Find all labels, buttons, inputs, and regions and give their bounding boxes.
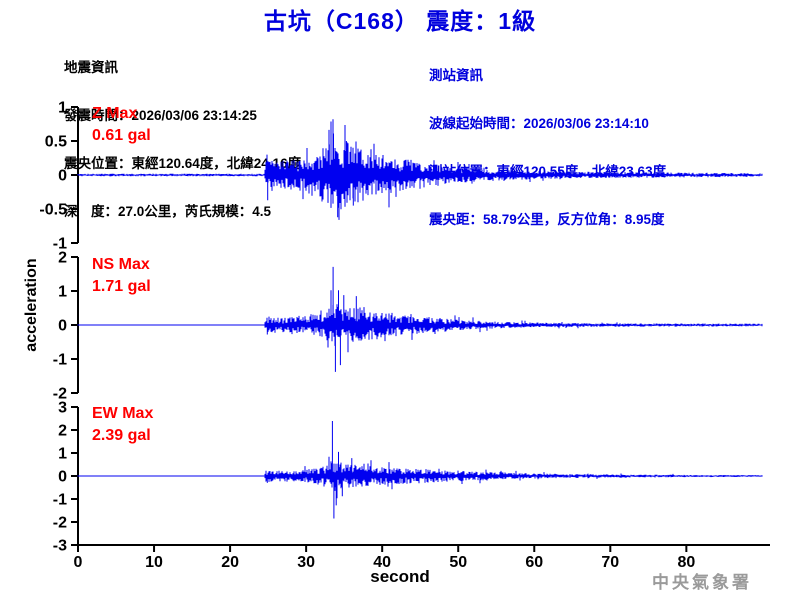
y-tick-label-NS: 1 <box>58 284 67 301</box>
channel-max-z: Z Max 0.61 gal <box>92 103 151 147</box>
x-tick-label: 40 <box>373 554 391 571</box>
y-tick-label-Z: 0 <box>58 168 67 185</box>
x-tick-label: 50 <box>449 554 467 571</box>
y-tick-label-Z: 1 <box>58 100 67 117</box>
trace-NS <box>77 266 763 372</box>
x-tick-label: 70 <box>601 554 619 571</box>
channel-max-ns-value: 1.71 gal <box>92 278 151 295</box>
y-tick-label-EW: 1 <box>58 446 67 463</box>
trace-start-time: 波線起始時間：2026/03/06 23:14:10 <box>429 116 649 131</box>
x-tick-label: 0 <box>74 554 83 571</box>
page-title: 古坑（C168） 震度：1級 <box>263 8 537 34</box>
trace-EW <box>77 421 763 519</box>
event-origin-time: 發震時間：2026/03/06 23:14:25 <box>64 108 257 123</box>
event-depth-magnitude: 深 度：27.0公里，芮氏規模：4.5 <box>64 204 272 219</box>
y-tick-label-Z: -1 <box>53 236 67 253</box>
x-tick-label: 30 <box>297 554 315 571</box>
y-tick-label-NS: 2 <box>58 250 67 267</box>
event-info-block: 地震資訊 發震時間：2026/03/06 23:14:25 震央位置：東經120… <box>64 28 301 236</box>
channel-max-ew: EW Max 2.39 gal <box>92 403 153 447</box>
channel-max-ns: NS Max 1.71 gal <box>92 254 151 298</box>
y-tick-label-EW: -1 <box>53 492 67 509</box>
y-tick-label-Z: -0.5 <box>39 202 67 219</box>
y-tick-label-NS: 0 <box>58 318 67 335</box>
trace-Z <box>77 119 763 220</box>
channel-max-z-label: Z Max <box>92 105 138 122</box>
y-tick-label-EW: -3 <box>53 538 67 555</box>
x-tick-label: 20 <box>221 554 239 571</box>
channel-max-z-value: 0.61 gal <box>92 127 151 144</box>
y-tick-label-EW: 2 <box>58 423 67 440</box>
y-tick-label-NS: -2 <box>53 386 67 403</box>
y-tick-label-EW: -2 <box>53 515 67 532</box>
channel-max-ew-value: 2.39 gal <box>92 427 151 444</box>
y-tick-label-NS: -1 <box>53 352 67 369</box>
y-tick-label-EW: 3 <box>58 400 67 417</box>
event-info-heading: 地震資訊 <box>64 60 118 75</box>
x-tick-label: 80 <box>677 554 695 571</box>
event-epicenter: 震央位置：東經120.64度，北緯24.16度 <box>64 156 302 171</box>
y-tick-label-Z: 0.5 <box>45 134 67 151</box>
epicentral-distance: 震央距：58.79公里，反方位角：8.95度 <box>429 212 665 227</box>
agency-watermark: 中央氣象署 <box>652 573 752 592</box>
channel-max-ns-label: NS Max <box>92 256 150 273</box>
channel-max-ew-label: EW Max <box>92 405 154 422</box>
x-axis-label: second <box>370 567 430 586</box>
y-tick-label-EW: 0 <box>58 469 67 486</box>
station-info-heading: 測站資訊 <box>429 68 483 83</box>
x-tick-label: 10 <box>145 554 163 571</box>
x-tick-label: 60 <box>525 554 543 571</box>
